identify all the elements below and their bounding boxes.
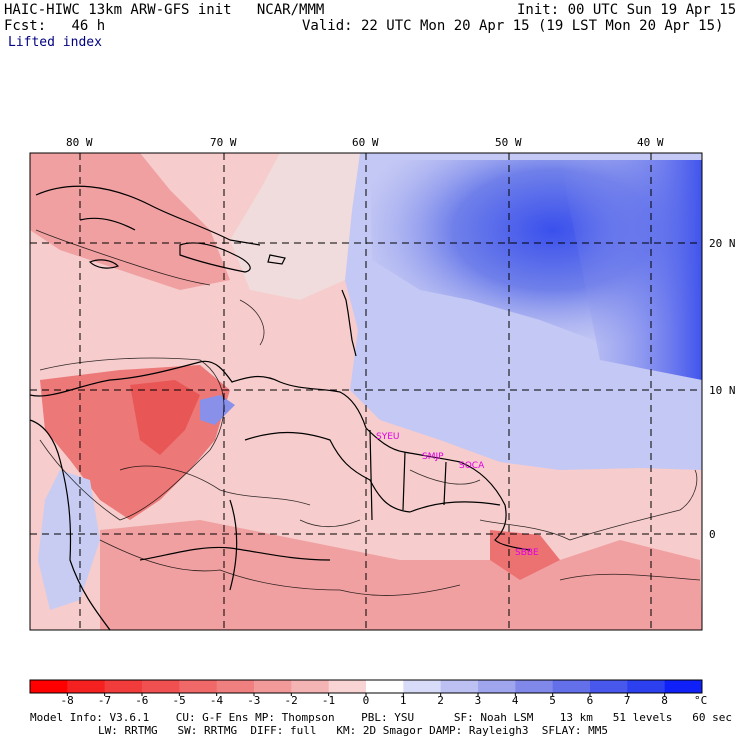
footer-physics-info: LW: RRTMG SW: RRTMG DIFF: full KM: 2D Sm… (98, 724, 608, 737)
map-frame (29, 152, 703, 631)
colorbar-swatch (30, 680, 68, 693)
colorbar-swatch (552, 680, 591, 693)
forecast-hour: Fcst: 46 h (4, 18, 106, 34)
field-name: Lifted index (8, 35, 102, 50)
colorbar-tick-label: -6 (135, 694, 149, 707)
colorbar-tick-label: 5 (549, 694, 556, 707)
colorbar-swatch (67, 680, 106, 693)
colorbar-swatch (216, 680, 255, 693)
colorbar-swatch (179, 680, 218, 693)
colorbar-tick-label: -3 (247, 694, 261, 707)
station-label-syeu: SYEU (376, 432, 400, 442)
colorbar-swatch (664, 680, 703, 693)
colorbar-tick-label: 4 (511, 694, 519, 707)
lifted-index-field (30, 153, 702, 630)
colorbar-swatch (328, 680, 367, 693)
colorbar-swatch (142, 680, 180, 693)
colorbar-swatch (478, 680, 516, 693)
coastlines (29, 185, 531, 631)
colorbar-tick-label: 3 (474, 694, 482, 707)
colorbar-swatch (366, 680, 404, 693)
colorbar-swatch (590, 680, 628, 693)
colorbar-tick-label: 2 (437, 694, 444, 707)
colorbar-tick-label: 1 (399, 694, 407, 707)
colorbar-swatch (254, 680, 292, 693)
li-contours (35, 229, 701, 596)
station-label-smjp: SMJP (422, 452, 444, 462)
station-label-sbbe: SBBE (515, 548, 539, 558)
colorbar-swatch (515, 680, 554, 693)
colorbar-tick-label: -2 (284, 694, 298, 707)
lon-label-60w: 60 W (352, 136, 379, 149)
graticule (30, 153, 702, 630)
colorbar-swatch (403, 680, 442, 693)
colorbar-tick-label: -1 (321, 694, 336, 707)
model-title: HAIC-HIWC 13km ARW-GFS init NCAR/MMM (4, 2, 325, 18)
lon-label-80w: 80 W (66, 136, 93, 149)
colorbar-tick-label: -4 (209, 694, 224, 707)
colorbar-swatch (627, 680, 666, 693)
colorbar-tick-label: -8 (60, 694, 74, 707)
colorbar-tick-label: -7 (97, 694, 112, 707)
colorbar-tick-label: 8 (661, 694, 668, 707)
colorbar-tick-label: 6 (586, 694, 594, 707)
station-label-soca: SOCA (459, 461, 485, 471)
colorbar-tick-label: 0 (362, 694, 370, 707)
init-time: Init: 00 UTC Sun 19 Apr 15 (517, 2, 737, 18)
lon-label-40w: 40 W (637, 136, 664, 149)
lon-label-70w: 70 W (210, 136, 237, 149)
valid-time: Valid: 22 UTC Mon 20 Apr 15 (19 LST Mon … (302, 18, 724, 34)
colorbar-tick-label: 7 (623, 694, 631, 707)
colorbar-swatch (104, 680, 143, 693)
lon-label-50w: 50 W (495, 136, 522, 149)
colorbar-unit: °C (694, 694, 708, 707)
colorbar-swatch (440, 680, 479, 693)
colorbar-swatch (291, 680, 330, 693)
lat-label-10n: 10 N (709, 384, 736, 397)
colorbar (29, 679, 703, 696)
lat-label-20n: 20 N (709, 237, 736, 250)
colorbar-tick-label: -5 (172, 694, 186, 707)
footer-model-info: Model Info: V3.6.1 CU: G-F Ens MP: Thomp… (30, 711, 732, 724)
lat-label-0: 0 (709, 528, 716, 541)
